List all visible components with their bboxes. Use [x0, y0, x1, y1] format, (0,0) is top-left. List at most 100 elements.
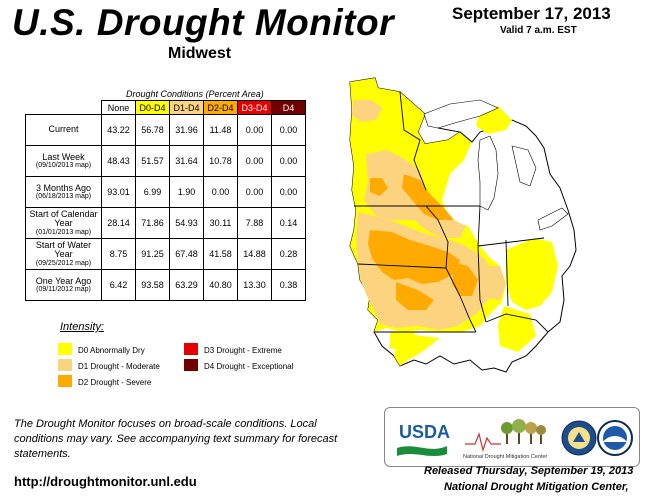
table-cell: 43.22 [101, 114, 136, 146]
row-label: Current [25, 114, 102, 146]
border-mi-up [437, 127, 473, 143]
d2-region-ia [368, 230, 460, 284]
legend-label-d2: D2 Drought - Severe [78, 378, 152, 387]
legend-swatch-d0 [58, 343, 72, 355]
table-cell: 8.75 [101, 238, 136, 270]
partner-logos: USDA National Drought Mitigation Center [384, 407, 640, 467]
row-label: One Year Ago (09/11/2012 map) [25, 269, 102, 301]
col-header: None [101, 100, 136, 115]
region-name: Midwest [168, 45, 232, 62]
doc-seal-icon [561, 420, 597, 456]
table-row: Start of Calendar Year (01/01/2013 map) 2… [25, 207, 306, 239]
legend-label-d0: D0 Abnormally Dry [78, 346, 145, 355]
drought-conditions-table: None D0-D4 D1-D4 D2-D4 D3-D4 D4 Current … [25, 100, 306, 301]
table-row: One Year Ago (09/11/2012 map) 6.42 93.58 … [25, 269, 306, 301]
table-cell: 0.00 [271, 114, 306, 146]
legend-swatch-d3 [184, 343, 198, 355]
author-center: National Drought Mitigation Center, [444, 481, 629, 493]
legend-title: Intensity: [60, 321, 105, 333]
table-row: Last Week (09/10/2013 map) 48.43 51.57 31… [25, 145, 306, 177]
valid-time: Valid 7 a.m. EST [500, 25, 577, 36]
table-cell: 30.11 [203, 207, 238, 239]
table-caption: Drought Conditions (Percent Area) [126, 89, 264, 99]
table-cell: 0.00 [237, 145, 272, 177]
d2-region-mn [370, 178, 388, 196]
table-cell: 0.00 [237, 114, 272, 146]
table-cell: 0.28 [271, 238, 306, 270]
border-mn-wi [399, 91, 427, 191]
d0-region-mo [390, 332, 418, 352]
table-cell: 93.58 [135, 269, 170, 301]
table-cell: 0.14 [271, 207, 306, 239]
table-cell: 11.48 [203, 114, 238, 146]
border-mi-in-oh [477, 237, 545, 247]
d2-region-mo [396, 282, 434, 310]
legend-label-d4: D4 Drought - Exceptional [204, 362, 294, 371]
table-cell: 93.01 [101, 176, 136, 208]
page-title: U.S. Drought Monitor [12, 2, 394, 43]
table-cell: 40.80 [203, 269, 238, 301]
table-cell: 63.29 [169, 269, 204, 301]
table-cell: 0.00 [271, 145, 306, 177]
usda-logo: USDA [397, 422, 450, 456]
lake-michigan [477, 135, 499, 211]
table-row: Current 43.22 56.78 31.96 11.48 0.00 0.0… [25, 114, 306, 146]
table-header-row: None D0-D4 D1-D4 D2-D4 D3-D4 D4 [26, 100, 306, 115]
d1-region-in [486, 266, 506, 300]
row-label: Last Week (09/10/2013 map) [25, 145, 102, 177]
table-cell: 28.14 [101, 207, 136, 239]
state-borders [354, 91, 549, 333]
logos-graphic: USDA National Drought Mitigation Center [397, 419, 633, 460]
legend-label-d1: D1 Drought - Moderate [78, 362, 160, 371]
ndmc-logo: National Drought Mitigation Center [463, 419, 548, 460]
lake-huron [511, 145, 537, 187]
midwest-drought-map [349, 77, 577, 373]
border-il-in [477, 205, 487, 323]
col-header: D2-D4 [203, 100, 238, 115]
table-cell: 67.48 [169, 238, 204, 270]
col-header: D0-D4 [135, 100, 170, 115]
table-cell: 10.78 [203, 145, 238, 177]
border-ky [485, 313, 549, 333]
border-in-oh [505, 239, 509, 307]
usda-logo-text: USDA [399, 422, 450, 442]
table-cell: 31.64 [169, 145, 204, 177]
col-header: D3-D4 [237, 100, 272, 115]
border-mo-il [445, 267, 477, 333]
table-corner [26, 101, 102, 115]
legend-swatch-d4 [184, 359, 198, 371]
d0-region-east [506, 238, 558, 310]
border-ia-mo [357, 263, 447, 269]
table-cell: 6.42 [101, 269, 136, 301]
table-cell: 0.38 [271, 269, 306, 301]
legend-swatch-d2 [58, 375, 72, 387]
col-header: D4 [271, 100, 306, 115]
table-cell: 71.86 [135, 207, 170, 239]
legend-swatch-d1 [58, 359, 72, 371]
website-link[interactable]: http://droughtmonitor.unl.edu [14, 474, 197, 489]
table-cell: 0.00 [237, 176, 272, 208]
release-date: Released Thursday, September 19, 2013 [424, 465, 634, 477]
table-cell: 0.00 [271, 176, 306, 208]
table-cell: 41.58 [203, 238, 238, 270]
d2-region-il [452, 262, 478, 296]
table-cell: 14.88 [237, 238, 272, 270]
table-cell: 56.78 [135, 114, 170, 146]
table-cell: 6.99 [135, 176, 170, 208]
table-cell: 13.30 [237, 269, 272, 301]
legend-label-d3: D3 Drought - Extreme [204, 346, 282, 355]
lake-erie [537, 207, 569, 231]
d2-region-wi [402, 174, 454, 220]
map-date: September 17, 2013 [452, 4, 611, 23]
col-header: D1-D4 [169, 100, 204, 115]
row-label: 3 Months Ago (06/18/2013 map) [25, 176, 102, 208]
table-cell: 0.00 [203, 176, 238, 208]
d0-region-ohio-south [498, 306, 536, 352]
border-ia-il [425, 205, 449, 269]
ndmc-logo-text: National Drought Mitigation Center [463, 454, 548, 460]
table-cell: 7.88 [237, 207, 272, 239]
noaa-seal-icon [597, 420, 633, 456]
table-cell: 91.25 [135, 238, 170, 270]
table-cell: 31.96 [169, 114, 204, 146]
table-cell: 48.43 [101, 145, 136, 177]
